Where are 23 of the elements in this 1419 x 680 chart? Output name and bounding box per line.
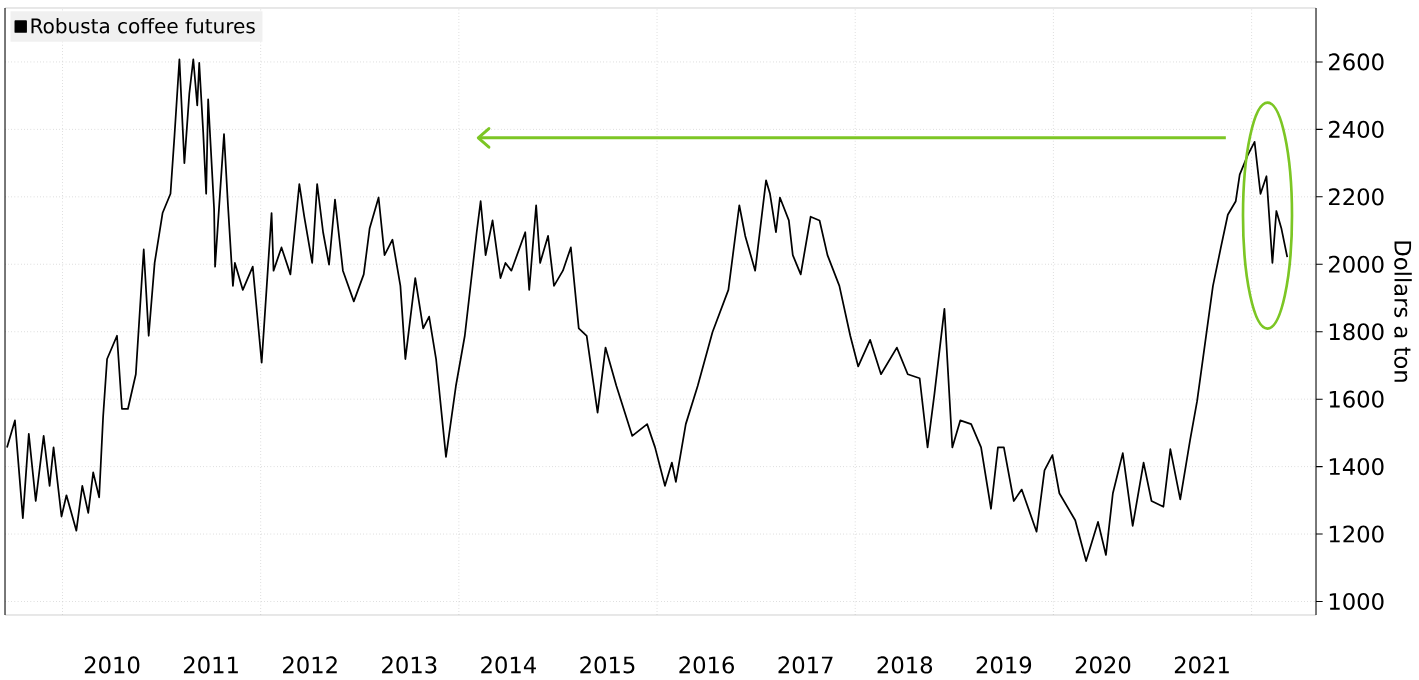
x-tick-label: 2012 xyxy=(283,656,337,674)
x-tick-label: 2018 xyxy=(877,656,933,674)
x-tick-label: 2015 xyxy=(580,656,635,674)
legend-label: Robusta coffee futures xyxy=(31,17,255,34)
x-tick-label: 2021 xyxy=(1174,656,1229,674)
x-tick-label: 2020 xyxy=(1075,656,1131,674)
x-tick-label: 2014 xyxy=(481,656,536,674)
x-tick-label: 2013 xyxy=(382,656,437,674)
y-axis-title: Dollars a ton xyxy=(1394,241,1412,382)
y-tick-label: 1000 xyxy=(1329,592,1384,611)
y-tick-label: 1800 xyxy=(1329,323,1384,341)
y-tick-label: 2200 xyxy=(1329,188,1384,206)
y-tick-label: 2600 xyxy=(1329,53,1384,71)
x-tick-label: 2011 xyxy=(183,656,238,674)
y-tick-label: 2000 xyxy=(1329,255,1384,273)
x-tick-label: 2017 xyxy=(778,656,833,674)
x-tick-label: 2016 xyxy=(679,656,734,674)
y-tick-label: 1200 xyxy=(1329,525,1384,543)
x-tick-label: 2010 xyxy=(84,656,140,674)
y-tick-label: 2400 xyxy=(1329,120,1384,138)
x-tick-label: 2019 xyxy=(976,656,1032,674)
y-tick-label: 1600 xyxy=(1329,390,1384,408)
y-tick-label: 1400 xyxy=(1329,458,1384,476)
